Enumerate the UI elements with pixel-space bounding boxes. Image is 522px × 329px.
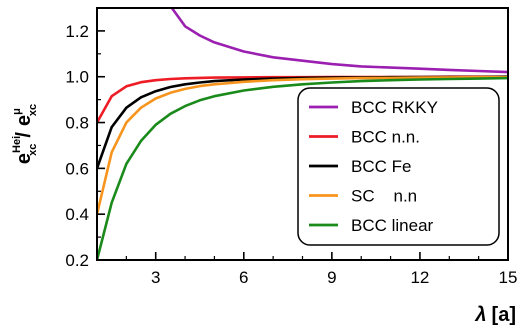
x-tick-label: 3 [151,268,160,287]
series-line-3 [97,75,508,216]
legend-label-0: BCC RKKY [351,98,438,117]
x-tick-label: 6 [239,268,248,287]
y-label-slash: / [13,132,35,138]
y-tick-label: 0.2 [65,251,89,270]
y-axis-label: eHei xc/eμ xc [11,104,39,164]
x-label-symbol: λ [474,304,486,326]
x-tick-label: 12 [410,268,429,287]
legend-box [297,87,500,246]
series-lines [97,8,508,260]
legend-label-2: BCC Fe [351,157,411,176]
y-label-den-sub: xc [27,104,39,116]
x-axis-label: λ [a] [474,304,516,326]
legend-label-1: BCC n.n. [351,128,420,147]
y-label-den: e [13,115,35,126]
y-tick-label: 1.0 [65,68,89,87]
axis-ticks [96,7,509,261]
legend: BCC RKKY BCC n.n. BCC Fe SC n.n BCC linear [297,87,500,246]
x-tick-label: 9 [327,268,336,287]
series-line-4 [97,76,508,260]
legend-label-4: BCC linear [351,216,434,235]
series-line-0 [170,8,508,74]
y-tick-label: 0.4 [65,205,89,224]
y-label-num-sub: xc [27,144,39,156]
x-tick-label: 15 [499,268,518,287]
y-label-num: e [13,153,35,164]
y-tick-label: 1.2 [65,22,89,41]
tick-labels: 3 6 9 12 15 0.2 0.4 0.6 0.8 1.0 1.2 [65,22,517,287]
x-label-unit: [a] [492,304,516,326]
y-tick-label: 0.6 [65,159,89,178]
legend-label-3: SC n.n [351,187,417,206]
y-label-den-sup: μ [11,108,23,115]
y-label-num-sup: Hei [11,136,23,153]
y-tick-label: 0.8 [65,114,89,133]
